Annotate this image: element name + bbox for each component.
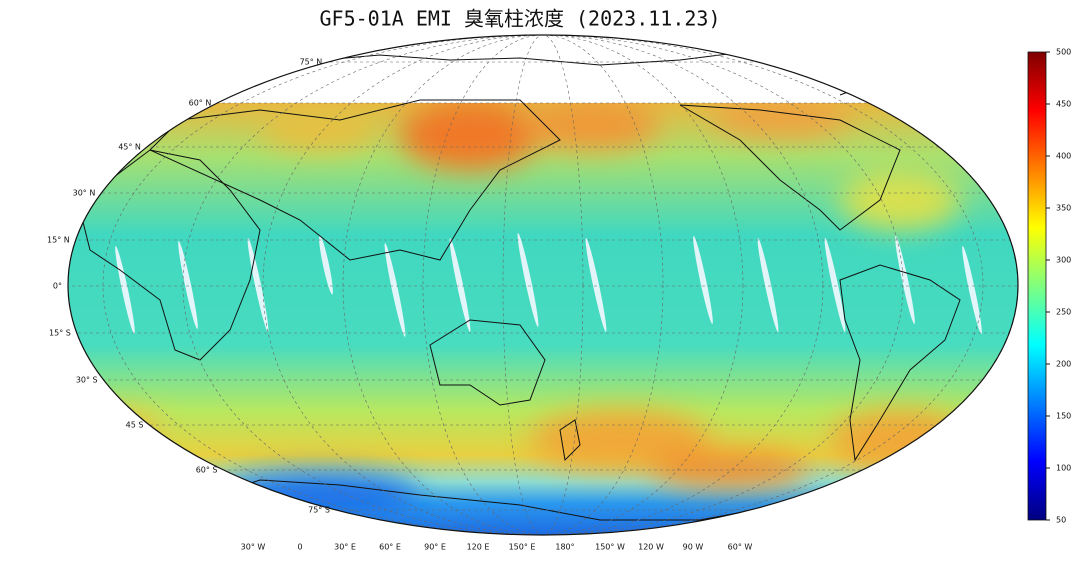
- longitude-label: 90 W: [683, 543, 704, 552]
- longitude-label: 30° W: [241, 543, 266, 552]
- colorbar-tick-label: 100: [1056, 464, 1071, 473]
- latitude-label: 45 S: [126, 421, 144, 430]
- colorbar-tick-label: 350: [1056, 204, 1071, 213]
- longitude-label: 60° E: [379, 543, 401, 552]
- longitude-label: 150° E: [509, 543, 536, 552]
- ozone-field: [68, 35, 1018, 535]
- longitude-label: 150° W: [595, 543, 625, 552]
- colorbar-tick-label: 300: [1056, 256, 1071, 265]
- colorbar-tick-label: 500: [1056, 48, 1071, 57]
- colorbar-tick-label: 200: [1056, 360, 1071, 369]
- longitude-label: 180°: [555, 543, 574, 552]
- longitude-label: 60° W: [728, 543, 753, 552]
- latitude-label: 15° S: [49, 329, 71, 338]
- latitude-label: 30° N: [73, 189, 96, 198]
- colorbar-tick-label: 450: [1056, 100, 1071, 109]
- latitude-label: 75° S: [308, 506, 330, 515]
- latitude-label: 30° S: [76, 376, 98, 385]
- longitude-label: 120 W: [638, 543, 664, 552]
- latitude-label: 15° N: [47, 236, 70, 245]
- longitude-label: 30° E: [334, 543, 356, 552]
- latitude-label: 0°: [53, 282, 62, 291]
- map-title: GF5-01A EMI 臭氧柱浓度 (2023.11.23): [319, 7, 720, 31]
- colorbar-tick-label: 150: [1056, 412, 1071, 421]
- colorbar-tick-label: 400: [1056, 152, 1071, 161]
- latitude-label: 60° S: [196, 466, 218, 475]
- colorbar-tick-label: 50: [1056, 516, 1066, 525]
- colorbar: [1027, 51, 1047, 521]
- longitude-label: 90° E: [424, 543, 446, 552]
- longitude-label: 0: [297, 543, 302, 552]
- latitude-label: 60° N: [189, 99, 212, 108]
- longitude-label: 120 E: [467, 543, 490, 552]
- latitude-label: 45° N: [118, 143, 141, 152]
- latitude-label: 75° N: [300, 58, 323, 67]
- map-border: [67, 34, 1019, 536]
- colorbar-tick-label: 250: [1056, 308, 1071, 317]
